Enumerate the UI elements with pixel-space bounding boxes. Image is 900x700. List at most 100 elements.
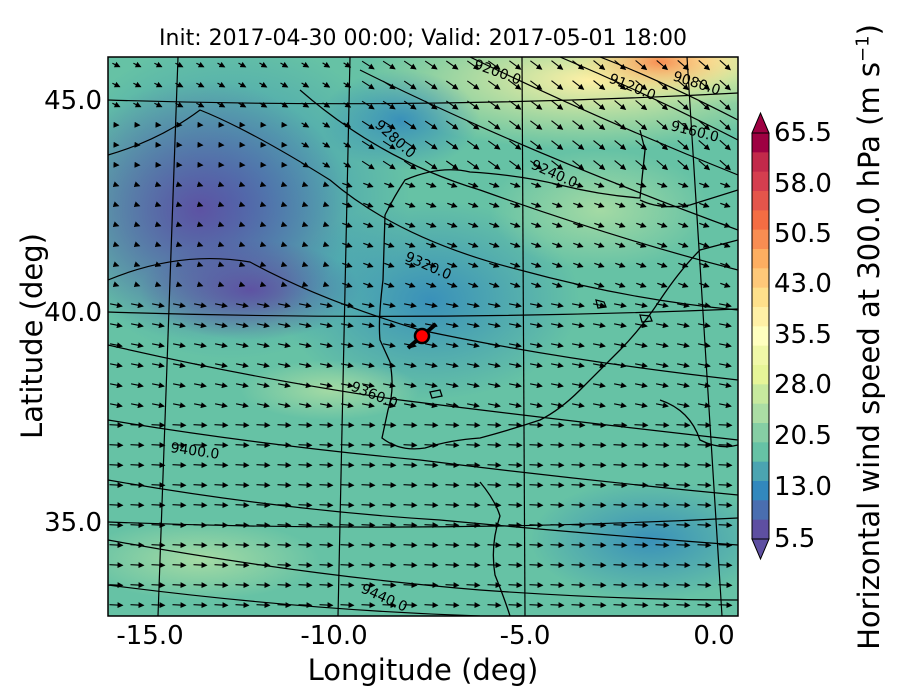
wind-vector — [551, 60, 564, 70]
wind-vector — [445, 80, 459, 90]
wind-vector — [340, 402, 354, 409]
wind-vector — [405, 182, 416, 188]
wind-vector — [277, 342, 291, 349]
wind-vector — [426, 282, 437, 288]
wind-vector — [468, 242, 479, 248]
wind-vector — [718, 362, 732, 369]
wind-vector — [382, 482, 397, 489]
wind-vector — [235, 402, 249, 409]
wind-vector — [112, 221, 120, 228]
wind-vector — [238, 261, 246, 268]
wind-vector — [613, 422, 628, 429]
wind-vector — [343, 141, 352, 148]
wind-vector — [382, 382, 396, 389]
wind-vector — [382, 502, 397, 509]
wind-vector — [301, 121, 310, 128]
wind-vector — [361, 120, 375, 130]
wind-vector — [151, 402, 165, 409]
colorbar-segment — [752, 249, 769, 269]
wind-vector — [382, 120, 396, 130]
wind-vector — [508, 322, 522, 329]
wind-vector — [277, 322, 291, 329]
wind-vector — [214, 542, 229, 549]
wind-vector — [487, 482, 502, 489]
wind-vector — [509, 80, 522, 90]
wind-vector — [361, 422, 376, 429]
wind-vector — [382, 140, 396, 150]
colorbar-label-close: ) — [852, 24, 886, 36]
wind-vector — [403, 422, 418, 429]
wind-vector — [466, 362, 480, 369]
wind-vector — [572, 100, 585, 110]
wind-vector — [403, 120, 417, 130]
wind-vector — [613, 582, 628, 589]
wind-vector — [508, 422, 523, 429]
wind-vector — [340, 522, 355, 529]
wind-vector — [508, 482, 523, 489]
wind-vector — [301, 161, 310, 168]
wind-vector — [634, 582, 649, 589]
wind-vector — [655, 482, 670, 489]
wind-vector — [720, 202, 731, 208]
wind-vector — [466, 342, 480, 349]
wind-vector — [573, 202, 584, 208]
wind-vector — [280, 61, 289, 68]
wind-vector — [217, 81, 226, 88]
wind-vector — [635, 120, 648, 131]
wind-vector — [634, 402, 648, 409]
wind-vector — [593, 60, 606, 71]
wind-vector — [509, 140, 522, 150]
wind-vector — [193, 602, 208, 609]
wind-vector — [384, 182, 395, 188]
wind-vector — [487, 120, 501, 130]
wind-vector — [217, 181, 225, 188]
wind-vector — [718, 462, 733, 469]
wind-vector — [130, 402, 144, 409]
wind-vector — [656, 60, 669, 71]
wind-vector — [363, 262, 374, 268]
wind-vector — [298, 422, 313, 429]
wind-vector — [322, 61, 331, 68]
wind-vector — [676, 442, 691, 449]
wind-vector — [697, 562, 712, 569]
wind-vector — [175, 201, 183, 208]
wind-vector — [175, 281, 183, 288]
wind-vector — [445, 382, 459, 389]
wind-vector — [340, 542, 355, 549]
wind-vector — [238, 241, 246, 248]
wind-vector — [361, 402, 375, 409]
wind-vector — [133, 281, 141, 288]
wind-vector — [133, 261, 141, 268]
wind-vector — [403, 562, 418, 569]
wind-vector — [551, 80, 564, 90]
colorbar-segment — [752, 133, 769, 153]
wind-vector — [130, 522, 145, 529]
wind-vector — [382, 462, 397, 469]
wind-vector — [699, 242, 710, 248]
wind-vector — [552, 182, 563, 188]
colorbar — [751, 111, 770, 561]
map-frame — [107, 56, 739, 617]
wind-vector — [636, 262, 647, 268]
wind-vector — [550, 422, 565, 429]
wind-vector — [361, 342, 375, 349]
wind-vector — [256, 382, 270, 389]
wind-vector — [677, 79, 690, 91]
wind-vector — [655, 542, 670, 549]
wind-vector — [508, 582, 523, 589]
wind-vector — [571, 462, 586, 469]
wind-vector — [280, 101, 289, 108]
wind-vector — [193, 342, 207, 349]
wind-vector — [280, 201, 288, 208]
colorbar-segment — [752, 191, 769, 211]
wind-vector — [424, 120, 438, 130]
wind-vector — [235, 302, 249, 309]
wind-vector — [508, 502, 523, 509]
wind-vector — [280, 81, 289, 88]
wind-vector — [466, 160, 480, 170]
wind-vector — [214, 502, 229, 509]
wind-vector — [677, 159, 690, 171]
wind-vector — [301, 61, 310, 68]
colorbar-label: Horizontal wind speed at 300.0 hPa (m s−… — [852, 24, 886, 650]
wind-vector — [529, 582, 544, 589]
